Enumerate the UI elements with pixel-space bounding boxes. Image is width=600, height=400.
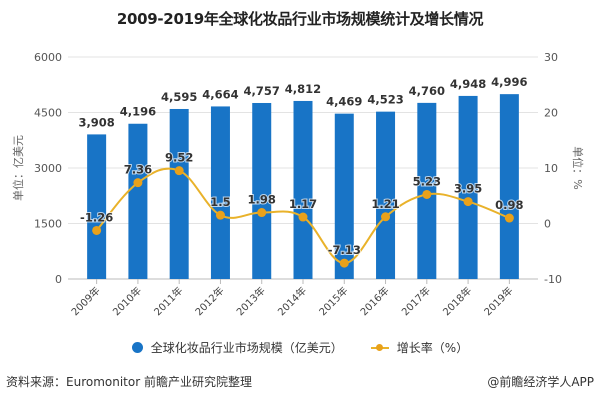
bar (293, 100, 313, 280)
right-axis-tick-label: 10 (544, 162, 558, 175)
legend-bar-marker-icon (131, 342, 143, 353)
legend-line-marker-icon (370, 342, 389, 353)
x-tick-label: 2017年 (399, 284, 433, 318)
line-point (339, 258, 349, 268)
line-point (133, 178, 143, 188)
bar-data-label: 4,948 (450, 77, 486, 91)
legend-item-growth-rate[interactable]: 增长率（%） (370, 339, 469, 356)
line-data-label: -7.13 (328, 243, 361, 257)
left-axis-label: 单位：亿美元 (11, 135, 25, 201)
line-point (298, 212, 308, 222)
x-tick-label: 2016年 (357, 284, 391, 318)
line-data-labels: -1.26 7.36 9.52 1.5 1.98 1.17 -7.13 1.21 5.23 3.9… (79, 150, 524, 258)
x-tick-label: 2010年 (110, 284, 144, 318)
line-data-label: 1.98 (248, 193, 276, 207)
line-data-label: -1.26 (80, 210, 113, 224)
left-axis-tick-label: 3000 (34, 162, 62, 175)
x-tick-label: 2013年 (234, 284, 268, 318)
x-tick-label: 2019年 (481, 284, 515, 318)
line-data-label: 1.17 (289, 197, 317, 211)
line-point (174, 166, 184, 176)
legend-label-growth-rate: 增长率（%） (396, 341, 469, 355)
x-tick-label: 2014年 (275, 284, 309, 318)
line-series (92, 166, 514, 268)
line-data-label: 3.95 (454, 182, 482, 196)
x-tick-label: 2018年 (440, 284, 474, 318)
bar (210, 106, 230, 279)
bar (87, 134, 107, 279)
left-axis-tick-label: 6000 (34, 51, 62, 64)
line-data-label: 7.36 (124, 163, 152, 177)
line-point (463, 197, 473, 207)
credit-note: @前瞻经济学人APP (487, 375, 594, 389)
bar-data-label: 4,196 (120, 105, 156, 119)
chart-title: 2009-2019年全球化妆品行业市场规模统计及增长情况 (116, 10, 484, 28)
x-tick-label: 2011年 (151, 284, 185, 318)
line-data-label: 1.5 (210, 195, 230, 209)
bar-data-label: 4,595 (161, 90, 197, 104)
left-axis-tick-label: 0 (55, 273, 62, 286)
line-point (92, 225, 102, 235)
line-data-label: 0.98 (495, 198, 523, 212)
line-point (504, 213, 514, 223)
bar-data-label: 4,523 (367, 93, 403, 107)
bar (499, 94, 519, 279)
legend-item-market-size[interactable]: 全球化妆品行业市场规模（亿美元） (131, 339, 343, 356)
bar (128, 123, 148, 279)
right-axis-ticks: -10 0 10 20 30 (544, 51, 562, 286)
bar (376, 111, 396, 279)
right-axis-label: 单位：% (571, 146, 585, 189)
right-axis-tick-label: 0 (544, 218, 551, 231)
bar-data-label: 4,760 (409, 84, 445, 98)
line-point (381, 212, 391, 222)
line-data-label: 9.52 (165, 151, 193, 165)
x-tick-label: 2015年 (316, 284, 350, 318)
bar-data-label: 4,469 (326, 95, 362, 109)
line-point (257, 208, 267, 218)
bar-data-label: 3,908 (78, 115, 114, 129)
bar (458, 95, 478, 279)
right-axis-tick-label: -10 (544, 273, 562, 286)
line-point (215, 210, 225, 220)
source-note: 资料来源：Euromonitor 前瞻产业研究院整理 (6, 375, 252, 389)
bar-data-label: 4,757 (244, 84, 280, 98)
line-point (422, 189, 432, 199)
line-data-label: 5.23 (413, 174, 441, 188)
bar (252, 102, 272, 279)
x-axis-ticks: 2009年 2010年 2011年 2012年 2013年 2014年 2015年 2016年… (68, 279, 515, 318)
bar (169, 108, 189, 279)
line-data-label: 1.21 (371, 197, 399, 211)
right-axis-tick-label: 20 (544, 107, 558, 120)
bar (334, 113, 354, 279)
bar-series (87, 94, 519, 280)
left-axis-tick-label: 4500 (34, 107, 62, 120)
legend: 全球化妆品行业市场规模（亿美元） 增长率（%） (0, 339, 600, 356)
x-tick-label: 2012年 (192, 284, 226, 318)
right-axis-tick-label: 30 (544, 51, 558, 64)
legend-label-market-size: 全球化妆品行业市场规模（亿美元） (150, 341, 343, 355)
x-tick-label: 2009年 (68, 284, 102, 318)
left-axis-tick-label: 1500 (34, 218, 62, 231)
bar-data-labels: 3,908 4,196 4,595 4,664 4,757 4,812 4,469 4,523… (78, 75, 527, 129)
left-axis-ticks: 0 1500 3000 4500 6000 (34, 51, 62, 286)
bar-data-label: 4,996 (491, 75, 527, 89)
bar-data-label: 4,812 (285, 82, 321, 96)
bar-data-label: 4,664 (202, 87, 238, 101)
